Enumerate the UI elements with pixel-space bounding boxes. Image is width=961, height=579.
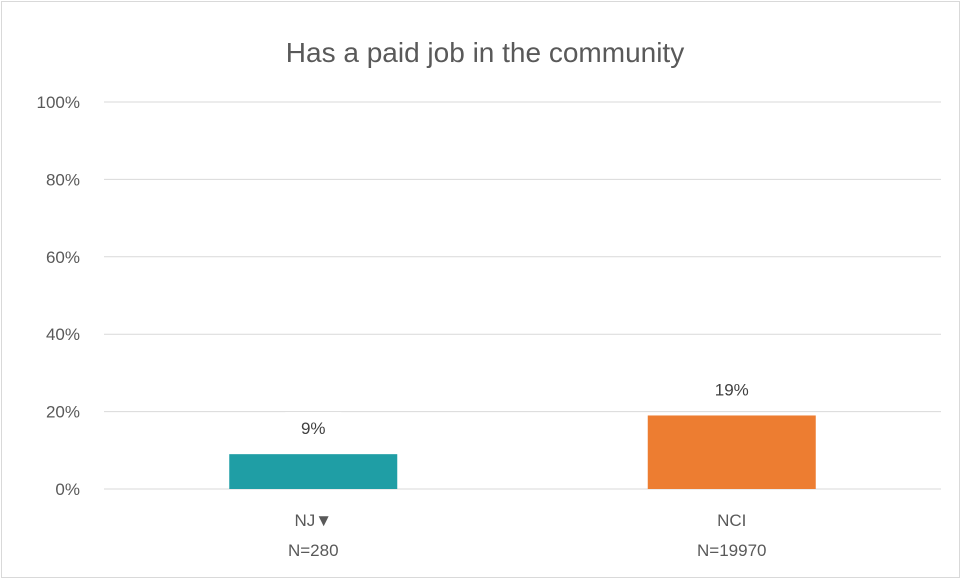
- bar: [647, 415, 816, 489]
- y-tick-label: 100%: [37, 93, 80, 112]
- category-n-label: N=19970: [697, 541, 766, 560]
- y-tick-label: 40%: [46, 325, 80, 344]
- y-axis-ticks: 0% 20% 40% 60% 80% 100%: [37, 93, 80, 499]
- chart-title: Has a paid job in the community: [286, 37, 684, 68]
- data-label: 9%: [301, 419, 326, 438]
- data-label: 19%: [715, 380, 749, 399]
- category-n-label: N=280: [288, 541, 339, 560]
- y-tick-label: 20%: [46, 403, 80, 422]
- category-label: NJ▼: [294, 511, 332, 530]
- bars: [229, 415, 816, 489]
- y-tick-label: 60%: [46, 248, 80, 267]
- bar: [229, 454, 398, 489]
- x-axis-categories: NJ▼ N=280 NCI N=19970: [288, 511, 767, 560]
- y-tick-label: 80%: [46, 170, 80, 189]
- data-label-background: [703, 373, 760, 404]
- y-tick-label: 0%: [55, 480, 80, 499]
- category-label: NCI: [717, 511, 746, 530]
- data-label-background: [285, 412, 342, 443]
- data-labels: 9% 19%: [285, 373, 760, 443]
